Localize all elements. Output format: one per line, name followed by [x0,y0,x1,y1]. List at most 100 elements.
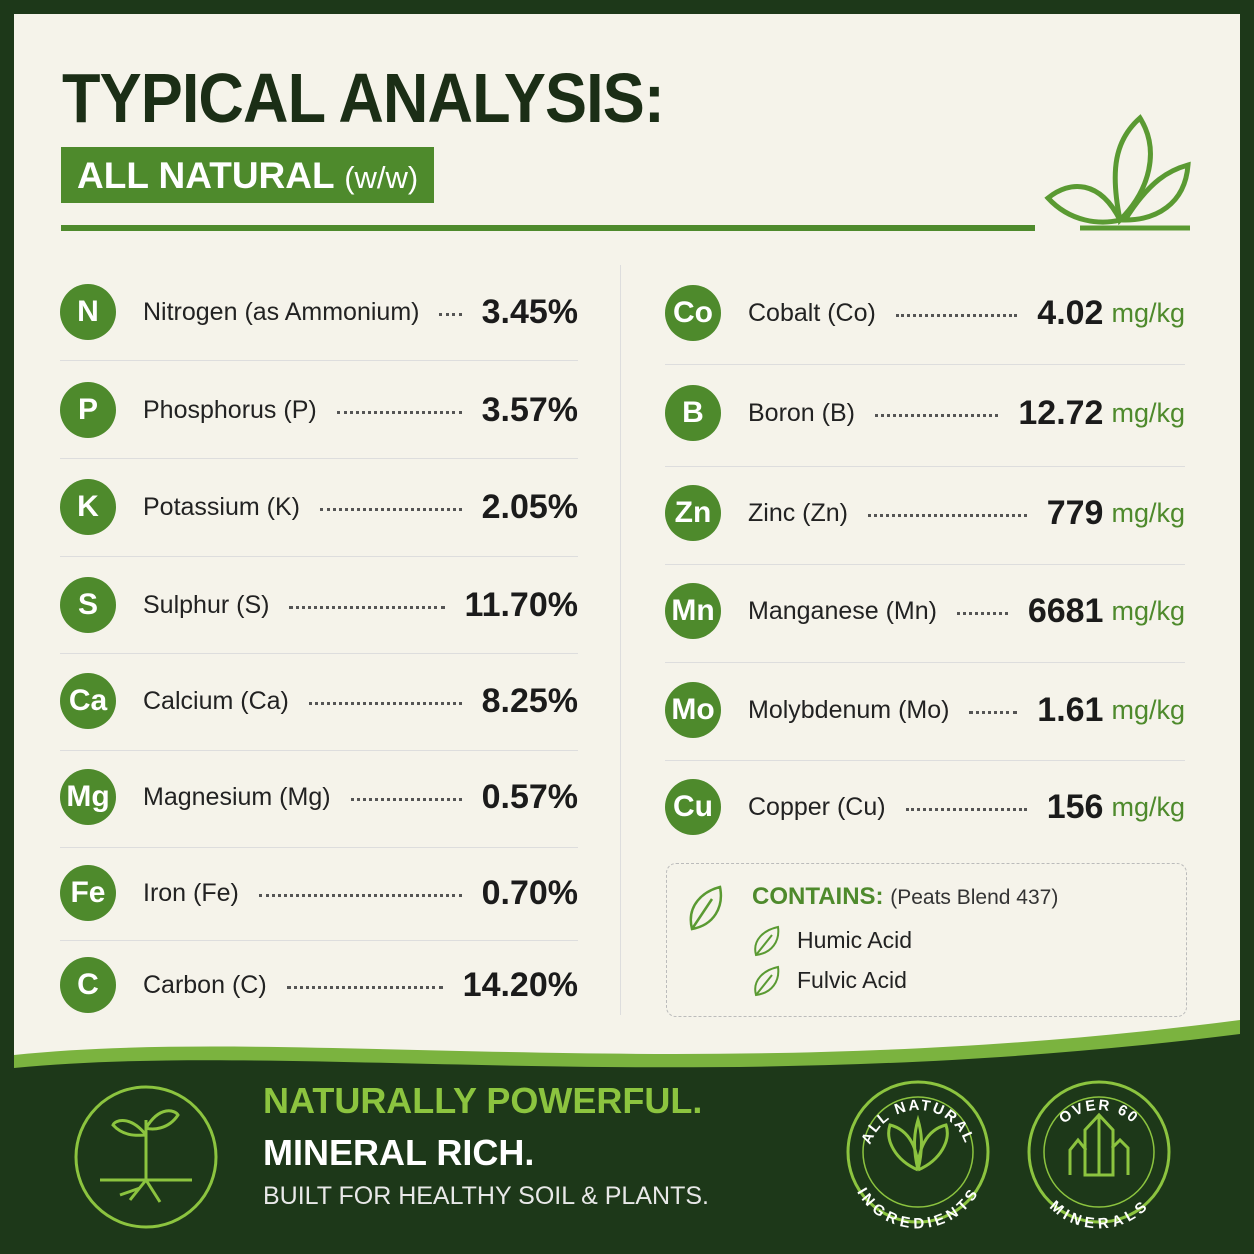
analysis-row: N Nitrogen (as Ammonium) 3.45% [60,284,578,340]
element-symbol: B [665,385,721,441]
element-unit: mg/kg [1111,595,1185,626]
element-symbol: Fe [60,865,116,921]
leader-dots [905,807,1027,811]
leader-dots [319,507,462,511]
row-separator [60,750,578,751]
contains-note: (Peats Blend 437) [890,886,1059,909]
leader-dots [350,797,462,801]
element-symbol: Co [665,285,721,341]
element-name: Iron (Fe) [143,878,239,907]
contains-box [666,863,1187,1017]
element-symbol: Zn [665,485,721,541]
row-separator [60,556,578,557]
analysis-row: K Potassium (K) 2.05% [60,479,578,535]
element-symbol: K [60,479,116,535]
row-separator [665,760,1185,761]
element-name: Phosphorus (P) [143,395,317,424]
analysis-row: Mg Magnesium (Mg) 0.57% [60,769,578,825]
row-separator [665,662,1185,663]
analysis-row: Mo Molybdenum (Mo) 1.61 mg/kg [665,682,1185,738]
element-symbol: Ca [60,673,116,729]
element-name: Cobalt (Co) [748,298,876,327]
row-separator [60,847,578,848]
analysis-row: Cu Copper (Cu) 156 mg/kg [665,779,1185,835]
element-symbol: S [60,577,116,633]
element-name: Nitrogen (as Ammonium) [143,297,420,326]
footer-line: NATURALLY POWERFUL. [263,1080,703,1121]
element-value: 2.05% [481,487,578,526]
footer-line: BUILT FOR HEALTHY SOIL & PLANTS. [263,1182,709,1210]
analysis-row: Fe Iron (Fe) 0.70% [60,865,578,921]
element-value: 14.20% [462,965,578,1004]
element-value: 11.70% [464,585,578,624]
leader-dots [286,985,443,989]
analysis-row: Ca Calcium (Ca) 8.25% [60,673,578,729]
element-name: Copper (Cu) [748,792,886,821]
rule [61,225,1035,231]
leader-dots [336,410,462,414]
leaf-icon [689,885,723,931]
contains-item: Humic Acid [797,927,913,953]
element-name: Calcium (Ca) [143,686,289,715]
element-name: Zinc (Zn) [748,498,848,527]
contains-heading: CONTAINS: (Peats Blend 437) [752,883,1058,911]
row-separator [665,466,1185,467]
element-unit: mg/kg [1111,297,1185,328]
element-unit: mg/kg [1111,694,1185,725]
element-name: Molybdenum (Mo) [748,695,950,724]
leader-dots [956,611,1008,615]
footer-bg: ALL NATURAL INGREDIENTS OVER 60 MINERALS [14,1020,1240,1254]
element-value: 779 [1046,493,1104,532]
element-name: Magnesium (Mg) [143,782,331,811]
element-name: Sulphur (S) [143,590,270,619]
analysis-row: S Sulphur (S) 11.70% [60,577,578,633]
row-separator [60,360,578,361]
leader-dots [289,605,445,609]
analysis-row: C Carbon (C) 14.20% [60,957,578,1013]
row-separator [665,564,1185,565]
element-value: 156 [1046,787,1104,826]
row-separator [60,940,578,941]
row-separator [60,458,578,459]
leaf-icon [1044,114,1191,231]
element-unit: mg/kg [1111,791,1185,822]
leader-dots [969,710,1018,714]
row-separator [665,364,1185,365]
element-symbol: Cu [665,779,721,835]
analysis-row: Zn Zinc (Zn) 779 mg/kg [665,485,1185,541]
element-unit: mg/kg [1111,497,1185,528]
element-value: 0.70% [481,873,578,912]
leader-dots [895,313,1018,317]
row-separator [60,653,578,654]
element-name: Manganese (Mn) [748,596,937,625]
contains-item: Fulvic Acid [797,967,907,993]
analysis-row: P Phosphorus (P) 3.57% [60,382,578,438]
element-symbol: C [60,957,116,1013]
leaf-icon [754,965,780,997]
element-value: 3.45% [481,292,578,331]
leaf-outline [754,925,780,957]
analysis-row: B Boron (B) 12.72 mg/kg [665,385,1185,441]
element-symbol: P [60,382,116,438]
leaf-outline [754,965,780,997]
element-symbol: N [60,284,116,340]
element-value: 12.72 [1018,393,1104,432]
element-unit: mg/kg [1111,397,1185,428]
leaf-icon [754,925,780,957]
element-value: 3.57% [481,390,578,429]
element-name: Boron (B) [748,398,855,427]
subtitle-note: (w/w) [344,160,419,195]
leader-dots [308,701,462,705]
element-value: 8.25% [481,681,578,720]
contains-label: CONTAINS: [752,883,884,910]
subtitle: ALL NATURAL [77,155,334,196]
element-symbol: Mg [60,769,116,825]
element-value: 0.57% [481,777,578,816]
element-value: 6681 [1027,591,1104,630]
footer-line: MINERAL RICH. [263,1132,535,1173]
leader-dots [439,312,462,316]
leader-dots [874,413,999,417]
analysis-row: Mn Manganese (Mn) 6681 mg/kg [665,583,1185,639]
title: TYPICAL ANALYSIS: [62,59,665,137]
